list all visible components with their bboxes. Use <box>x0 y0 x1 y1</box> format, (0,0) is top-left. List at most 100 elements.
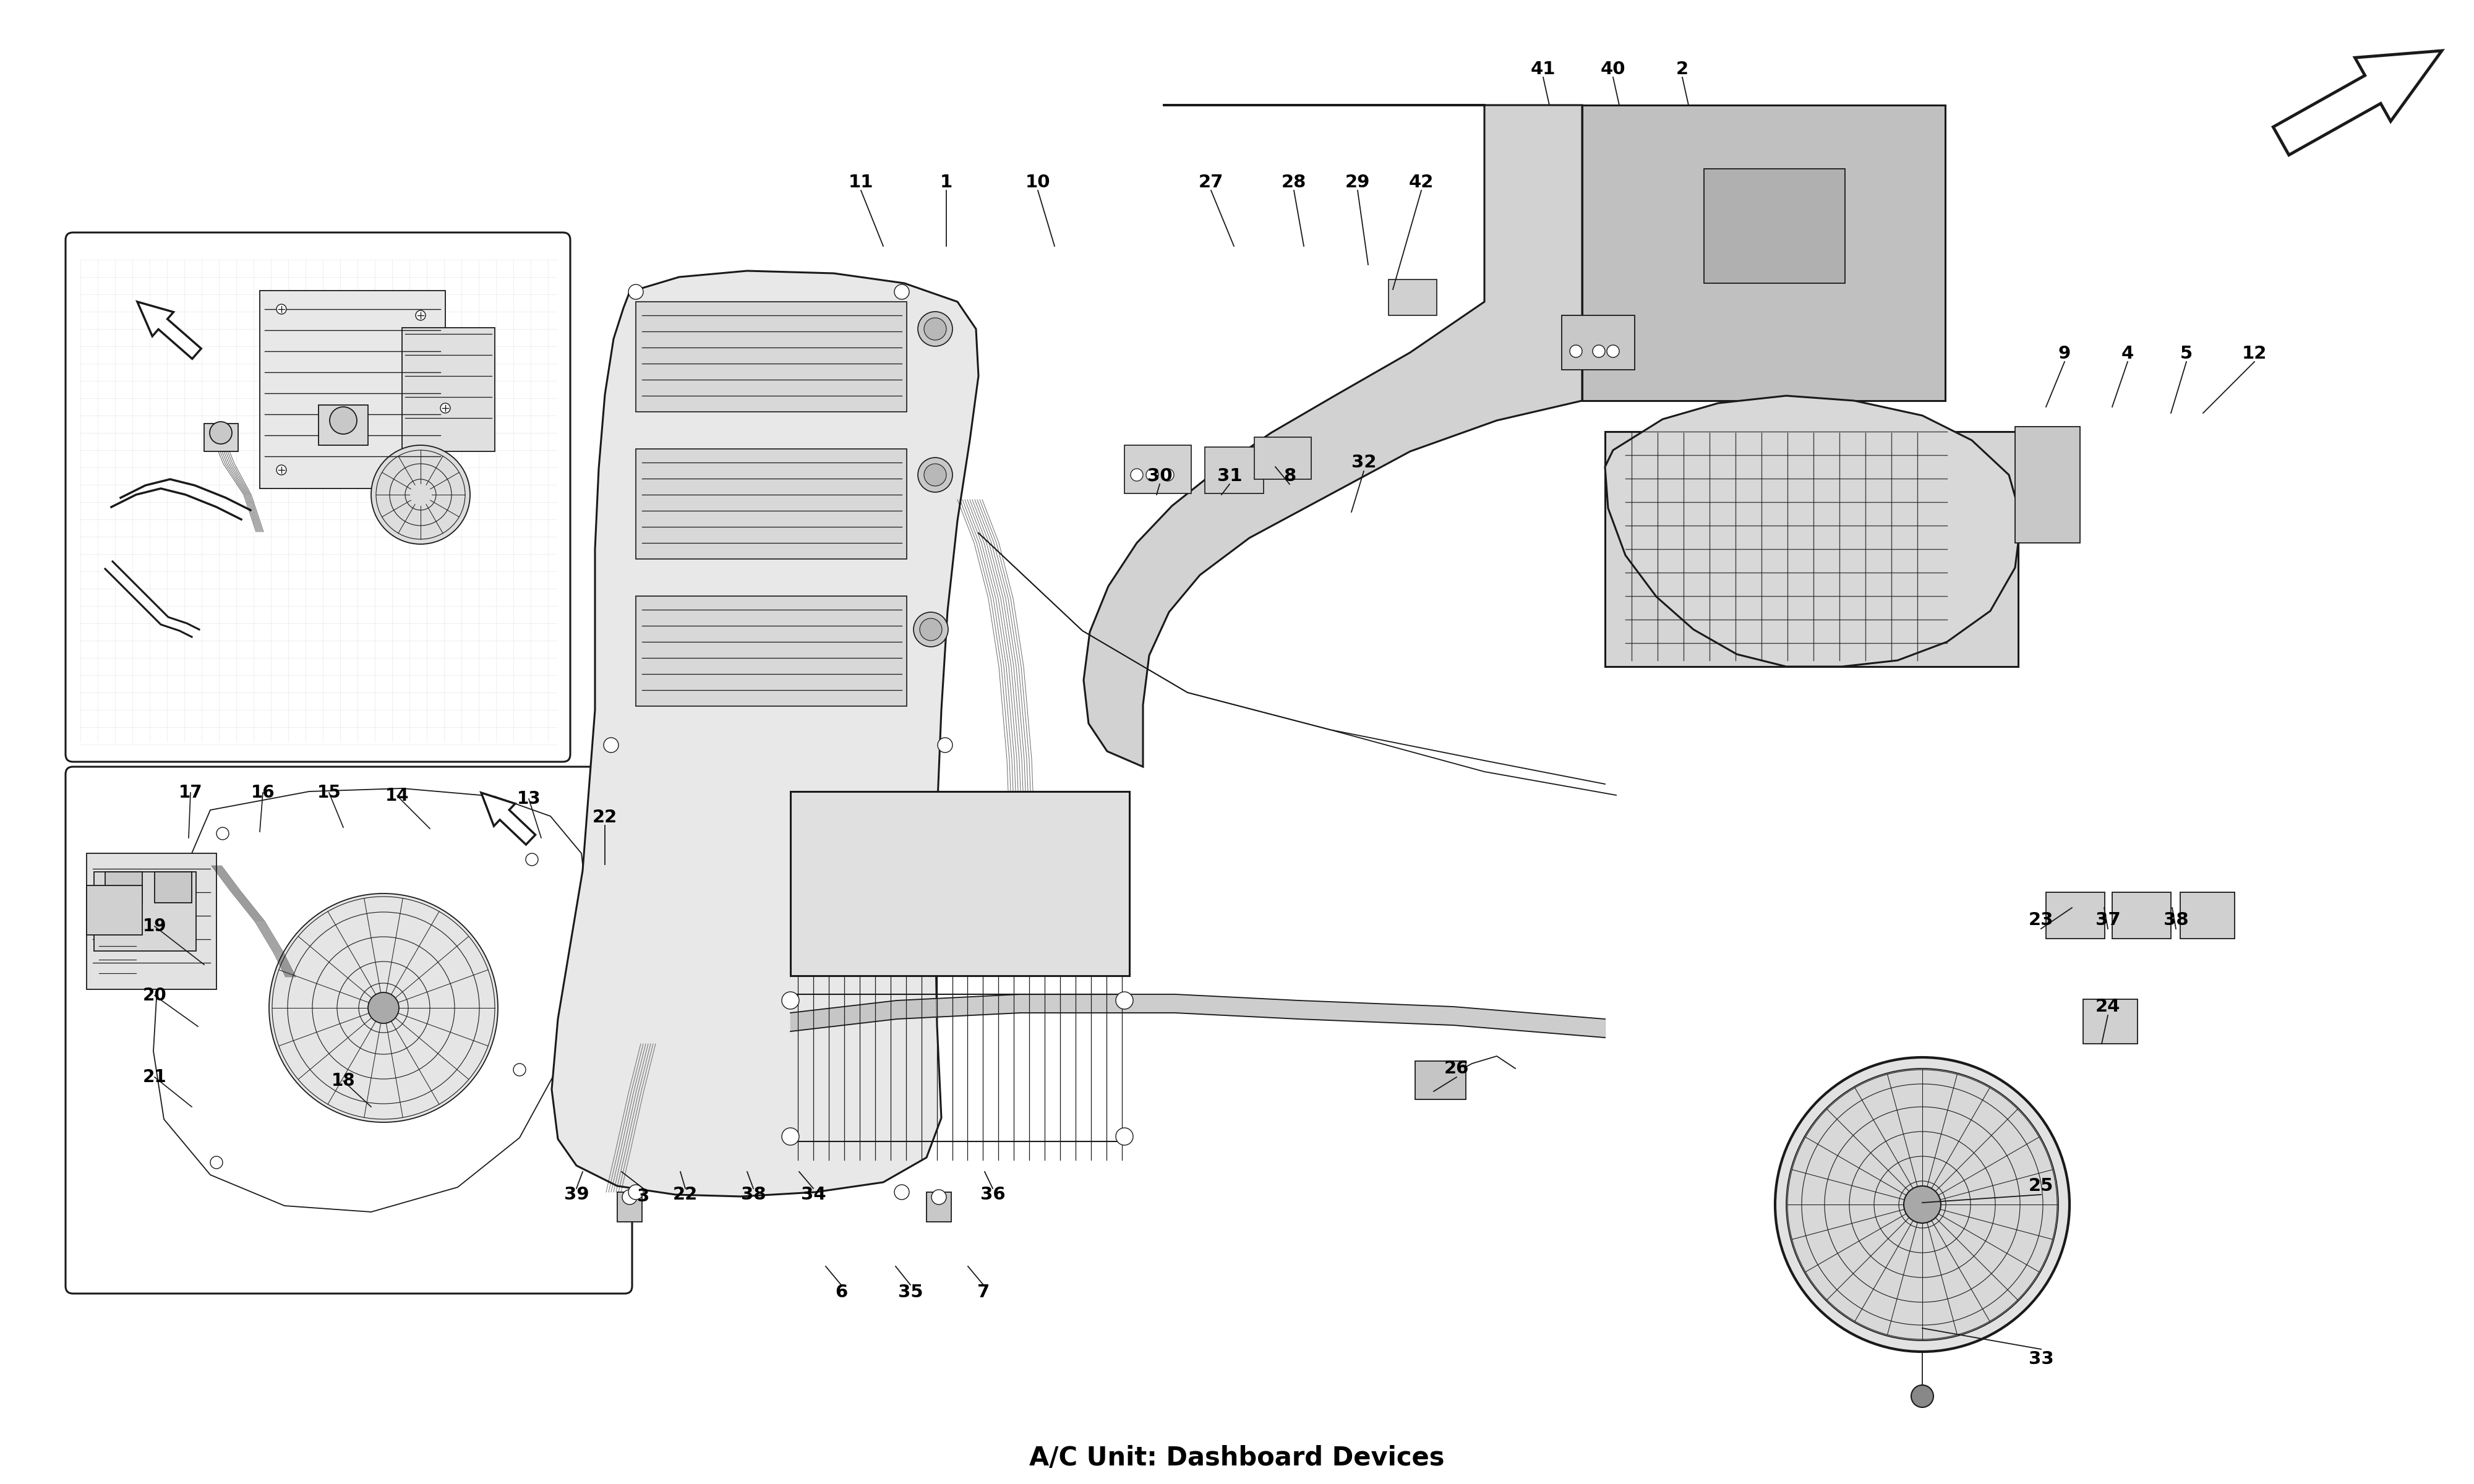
Circle shape <box>1163 469 1175 481</box>
Circle shape <box>925 463 945 485</box>
Bar <box>792 791 1128 976</box>
Text: 30: 30 <box>1148 467 1173 485</box>
Bar <box>1205 447 1264 493</box>
Text: 41: 41 <box>1531 61 1556 77</box>
Bar <box>2014 427 2081 543</box>
Text: 38: 38 <box>2162 911 2189 929</box>
Circle shape <box>210 1156 223 1169</box>
Bar <box>1705 169 1846 283</box>
Circle shape <box>930 1190 945 1205</box>
Polygon shape <box>139 301 200 359</box>
Polygon shape <box>1606 396 2021 666</box>
Text: 6: 6 <box>834 1284 849 1301</box>
Text: 37: 37 <box>2095 911 2120 929</box>
Bar <box>2113 892 2172 938</box>
Circle shape <box>1116 991 1133 1009</box>
Text: 35: 35 <box>898 1284 923 1301</box>
Circle shape <box>623 1190 638 1205</box>
Circle shape <box>918 312 952 346</box>
Circle shape <box>1116 1128 1133 1146</box>
Circle shape <box>524 853 539 865</box>
Circle shape <box>913 611 948 647</box>
Polygon shape <box>2274 50 2442 154</box>
Circle shape <box>782 1128 799 1146</box>
Text: 14: 14 <box>386 787 408 804</box>
Bar <box>87 853 218 990</box>
Circle shape <box>1776 1057 2068 1352</box>
Circle shape <box>277 464 287 475</box>
Text: 13: 13 <box>517 789 542 807</box>
Text: 38: 38 <box>740 1186 767 1204</box>
Text: 12: 12 <box>2241 344 2266 362</box>
Text: 18: 18 <box>332 1071 356 1089</box>
Circle shape <box>628 1184 643 1199</box>
Polygon shape <box>1583 105 1945 401</box>
Text: 19: 19 <box>143 917 166 935</box>
Text: 8: 8 <box>1284 467 1296 485</box>
Text: 25: 25 <box>2029 1177 2053 1195</box>
Bar <box>1561 315 1635 370</box>
Bar <box>319 405 369 445</box>
Circle shape <box>918 457 952 493</box>
Bar <box>203 423 238 451</box>
Text: 27: 27 <box>1197 174 1225 191</box>
Circle shape <box>1145 469 1158 481</box>
Text: 40: 40 <box>1601 61 1625 77</box>
Text: 42: 42 <box>1408 174 1435 191</box>
Bar <box>636 301 905 411</box>
Circle shape <box>329 407 356 433</box>
Text: 3: 3 <box>636 1187 651 1205</box>
Text: 22: 22 <box>591 809 618 827</box>
Text: 4: 4 <box>2120 344 2135 362</box>
Bar <box>1123 445 1192 493</box>
Bar <box>401 328 495 451</box>
Circle shape <box>938 738 952 752</box>
Circle shape <box>1608 344 1618 358</box>
Text: 1: 1 <box>940 174 952 191</box>
Text: 7: 7 <box>977 1284 990 1301</box>
Bar <box>104 871 143 902</box>
Circle shape <box>1131 469 1143 481</box>
Text: 21: 21 <box>143 1068 166 1086</box>
Circle shape <box>416 310 426 321</box>
Circle shape <box>440 404 450 413</box>
Circle shape <box>515 1064 524 1076</box>
Circle shape <box>270 893 497 1122</box>
Text: 31: 31 <box>1217 467 1242 485</box>
Bar <box>260 291 445 488</box>
Text: 32: 32 <box>1351 454 1376 472</box>
Bar <box>1415 1061 1465 1100</box>
Bar <box>636 597 905 706</box>
Circle shape <box>1905 1186 1940 1223</box>
Bar <box>636 448 905 559</box>
Text: 20: 20 <box>143 987 166 1005</box>
Circle shape <box>218 828 228 840</box>
Text: 28: 28 <box>1282 174 1306 191</box>
FancyBboxPatch shape <box>64 767 633 1294</box>
Circle shape <box>1910 1385 1935 1407</box>
Circle shape <box>1593 344 1606 358</box>
Text: 29: 29 <box>1346 174 1371 191</box>
Polygon shape <box>480 792 534 844</box>
Circle shape <box>371 445 470 545</box>
Circle shape <box>896 1184 910 1199</box>
Text: 15: 15 <box>317 784 341 801</box>
Bar <box>925 1192 950 1221</box>
Bar <box>2180 892 2234 938</box>
Text: 17: 17 <box>178 784 203 801</box>
Circle shape <box>369 993 398 1024</box>
Text: 33: 33 <box>2029 1350 2053 1368</box>
Circle shape <box>920 619 943 641</box>
Bar <box>94 871 195 951</box>
Text: 24: 24 <box>2095 997 2120 1015</box>
Circle shape <box>782 991 799 1009</box>
Bar <box>153 871 193 902</box>
Bar <box>1254 438 1311 479</box>
Bar <box>2083 999 2138 1043</box>
Bar <box>1606 432 2019 666</box>
Text: 5: 5 <box>2180 344 2192 362</box>
Circle shape <box>277 304 287 315</box>
Text: A/C Unit: Dashboard Devices: A/C Unit: Dashboard Devices <box>1029 1445 1445 1471</box>
Circle shape <box>604 738 618 752</box>
Bar <box>2046 892 2105 938</box>
